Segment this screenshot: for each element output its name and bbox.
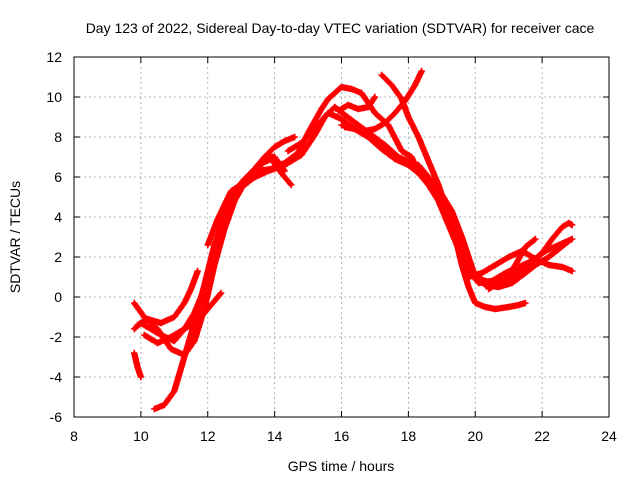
- y-tick-label: 2: [54, 249, 62, 265]
- data-points: [131, 67, 576, 413]
- x-tick-label: 20: [467, 428, 483, 444]
- y-tick-label: 4: [54, 209, 62, 225]
- x-tick-label: 14: [267, 428, 283, 444]
- y-tick-label: -4: [50, 369, 63, 385]
- series-track-12: [341, 67, 425, 135]
- x-tick-label: 16: [334, 428, 350, 444]
- series-track-15: [485, 219, 576, 293]
- series-track-3: [151, 133, 298, 413]
- y-tick-label: 12: [46, 49, 62, 65]
- series-track-4: [134, 267, 201, 329]
- point-markers-track-3: [151, 133, 298, 413]
- point-markers-track-8: [231, 103, 573, 291]
- point-markers-track-6: [141, 289, 225, 347]
- y-tick-label: 8: [54, 129, 62, 145]
- point-markers-track-13: [335, 93, 379, 115]
- point-markers-track-12: [341, 67, 425, 135]
- x-tick-label: 10: [133, 428, 149, 444]
- series-track-8: [231, 103, 573, 291]
- y-tick-label: 6: [54, 169, 62, 185]
- x-tick-label: 24: [601, 428, 617, 444]
- y-tick-label: 10: [46, 89, 62, 105]
- x-tick-label: 8: [70, 428, 78, 444]
- x-tick-label: 12: [200, 428, 216, 444]
- point-markers-track-5: [131, 349, 145, 381]
- y-tick-label: -6: [50, 409, 63, 425]
- grid: [74, 57, 609, 417]
- series-track-1: [131, 153, 288, 345]
- y-tick-label: -2: [50, 329, 63, 345]
- chart-title: Day 123 of 2022, Sidereal Day-to-day VTE…: [86, 20, 595, 36]
- series-track-6: [141, 289, 225, 347]
- point-markers-track-4: [134, 267, 201, 329]
- x-tick-label: 18: [401, 428, 417, 444]
- point-markers-track-15: [485, 219, 576, 293]
- series-track-13: [335, 93, 379, 115]
- y-axis-label: SDTVAR / TECUs: [7, 181, 23, 293]
- point-markers-track-1: [131, 153, 288, 345]
- series-track-5: [131, 349, 145, 381]
- x-tick-label: 22: [534, 428, 550, 444]
- y-tick-label: 0: [54, 289, 62, 305]
- x-axis-label: GPS time / hours: [288, 458, 395, 474]
